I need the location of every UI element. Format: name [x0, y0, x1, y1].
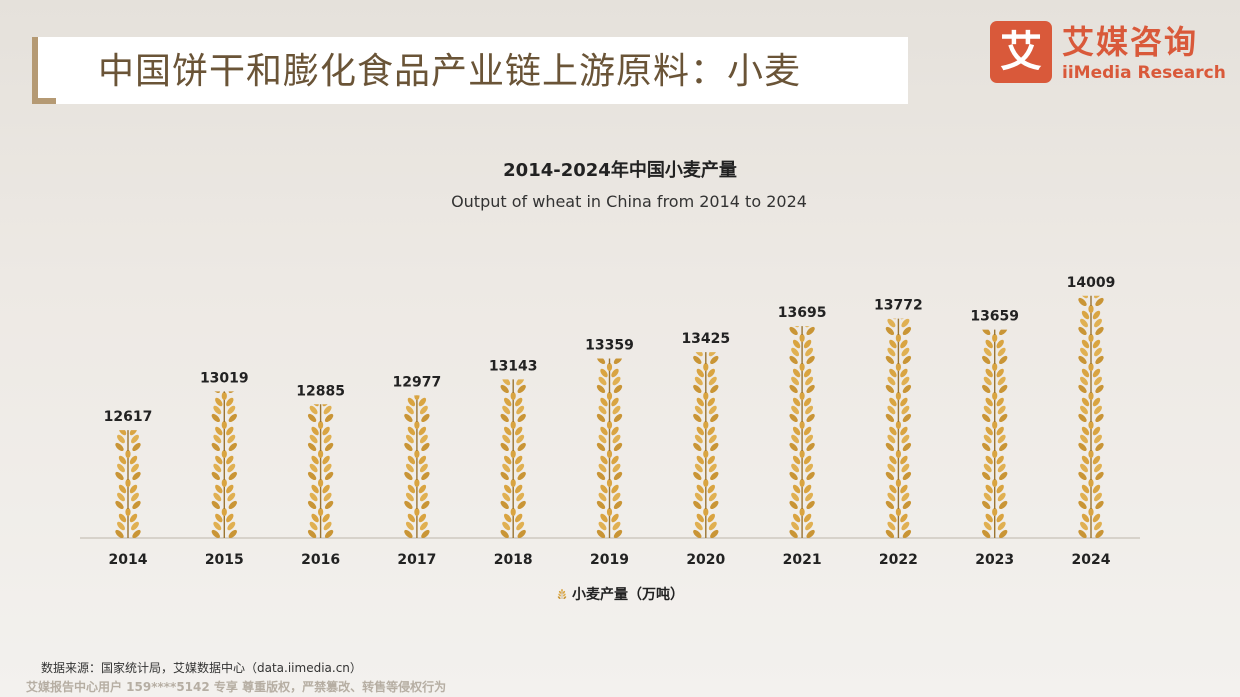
x-tick-2020: 2020	[686, 552, 725, 568]
data-label-2020: 13425	[681, 331, 730, 347]
chart-legend: 小麦产量（万吨）	[0, 584, 1240, 604]
x-tick-2016: 2016	[301, 552, 340, 568]
title-corner-decoration	[32, 37, 56, 104]
title-banner	[32, 37, 908, 104]
data-label-2021: 13695	[778, 305, 827, 321]
copyright-watermark: 艾媒报告中心用户 159****5142 专享 尊重版权，严禁篡改、转售等侵权行…	[26, 680, 447, 694]
x-tick-2015: 2015	[205, 552, 244, 568]
bar-2020	[691, 352, 721, 538]
x-tick-2014: 2014	[109, 552, 148, 568]
chart-subtitle: Output of wheat in China from 2014 to 20…	[451, 192, 807, 211]
bar-2022	[883, 318, 914, 538]
chart-title: 2014-2024年中国小麦产量	[503, 160, 737, 181]
bar-2016	[305, 404, 336, 538]
source-note: 数据来源：国家统计局，艾媒数据中心（data.iimedia.cn）	[41, 661, 362, 675]
bar-2014	[113, 430, 143, 538]
legend-label: 小麦产量（万吨）	[572, 587, 684, 603]
data-label-2016: 12885	[296, 383, 345, 399]
wheat-legend-icon	[556, 587, 568, 601]
logo-text-cn: 艾媒咨询	[1062, 23, 1199, 61]
x-tick-2021: 2021	[783, 552, 822, 568]
data-label-2023: 13659	[970, 309, 1019, 325]
bar-2023	[979, 329, 1010, 538]
logo-text-en: iiMedia Research	[1062, 63, 1226, 83]
x-tick-2017: 2017	[397, 552, 436, 568]
iimedia-logo-icon: 艾	[990, 21, 1052, 83]
bar-2024	[1076, 295, 1106, 538]
x-tick-2023: 2023	[975, 552, 1014, 568]
bar-2015	[209, 391, 240, 538]
bar-2021	[787, 326, 817, 538]
data-label-2024: 14009	[1067, 275, 1116, 291]
data-label-2017: 12977	[393, 374, 442, 390]
x-tick-2024: 2024	[1072, 552, 1111, 568]
x-tick-2018: 2018	[494, 552, 533, 568]
data-label-2018: 13143	[489, 358, 538, 374]
bar-2018	[498, 379, 528, 538]
data-label-2014: 12617	[104, 409, 153, 425]
data-label-2015: 13019	[200, 370, 249, 386]
x-tick-2019: 2019	[590, 552, 629, 568]
page-title: 中国饼干和膨化食品产业链上游原料：小麦	[98, 51, 802, 92]
bar-2019	[594, 358, 625, 538]
bar-2017	[402, 395, 432, 538]
data-label-2022: 13772	[874, 298, 923, 314]
x-tick-2022: 2022	[879, 552, 918, 568]
data-label-2019: 13359	[585, 338, 634, 354]
